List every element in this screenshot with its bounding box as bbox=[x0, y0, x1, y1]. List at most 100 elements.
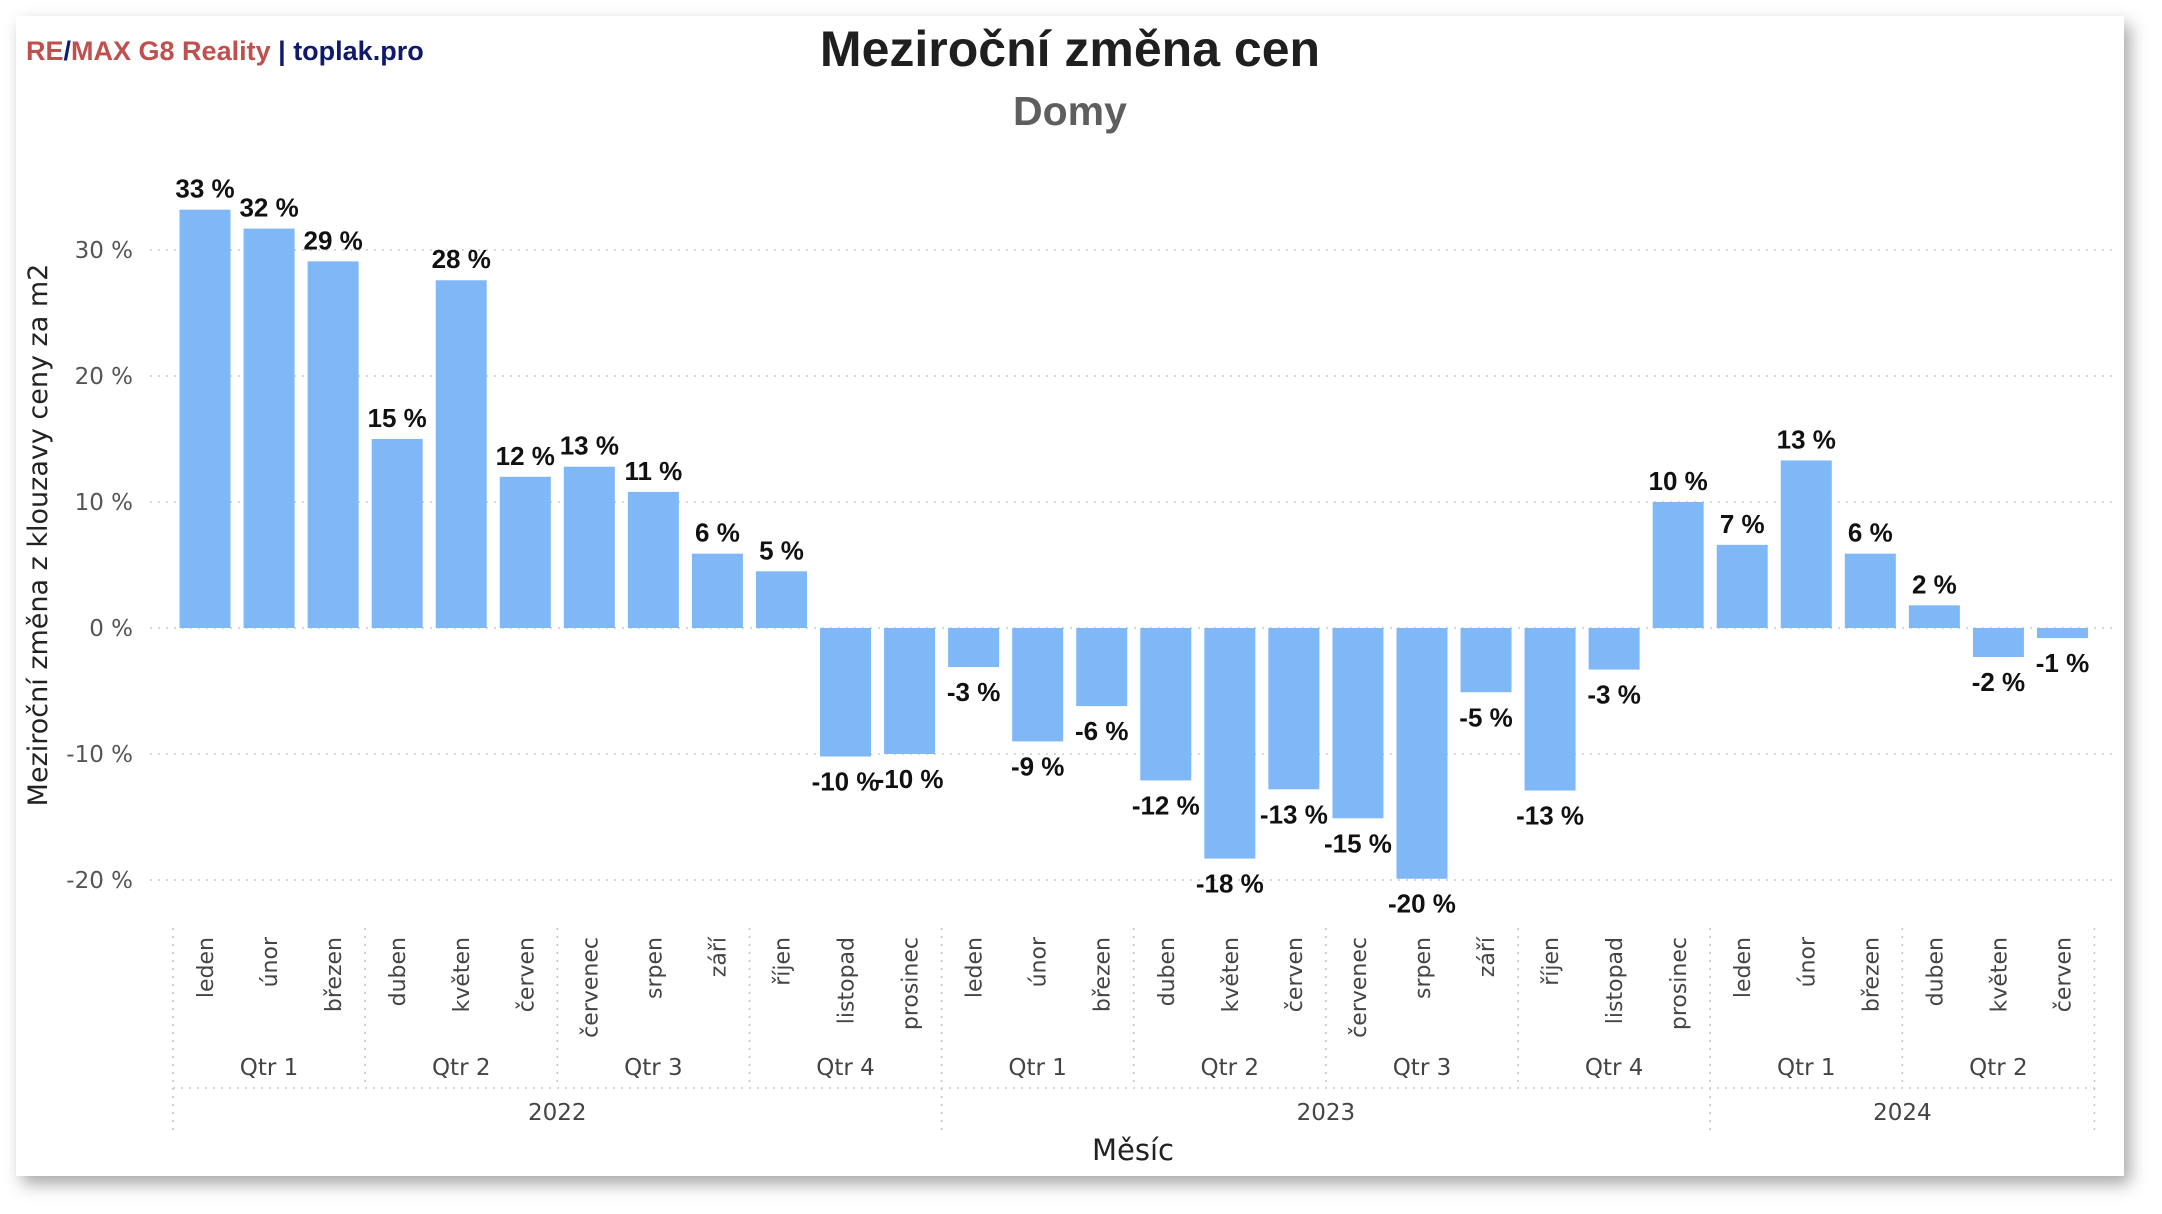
bar bbox=[884, 628, 936, 754]
data-label: -13 % bbox=[1516, 801, 1584, 831]
bar bbox=[1844, 553, 1896, 628]
bar bbox=[820, 628, 872, 757]
chart-subtitle: Domy bbox=[1013, 88, 1127, 134]
y-tick-label: 0 % bbox=[89, 616, 133, 642]
x-tick-label: duben bbox=[1155, 937, 1180, 1006]
bar bbox=[1972, 628, 2024, 657]
data-label: -3 % bbox=[947, 677, 1000, 707]
x-tick-label: listopad bbox=[1603, 937, 1628, 1024]
data-label: -13 % bbox=[1260, 799, 1328, 829]
x-tick-label: září bbox=[1475, 936, 1500, 977]
y-tick-label: -10 % bbox=[66, 742, 133, 768]
data-label: 29 % bbox=[303, 225, 362, 255]
brand-separator: | bbox=[278, 36, 286, 66]
quarter-label: Qtr 3 bbox=[1393, 1055, 1452, 1081]
x-tick-label: prosinec bbox=[899, 937, 924, 1030]
data-label: -2 % bbox=[1972, 667, 2025, 697]
x-tick-label: květen bbox=[450, 937, 475, 1012]
x-tick-label: leden bbox=[194, 937, 219, 998]
bar bbox=[435, 280, 487, 628]
bar bbox=[1780, 460, 1832, 628]
data-label: -1 % bbox=[2036, 648, 2089, 678]
x-tick-label: říjen bbox=[770, 937, 795, 986]
chart-card bbox=[16, 16, 2124, 1176]
x-tick-label: duben bbox=[1923, 937, 1948, 1006]
data-label: -12 % bbox=[1132, 790, 1200, 820]
brand-watermark: RE/MAX G8 Reality | toplak.pro bbox=[26, 36, 424, 67]
data-label: 6 % bbox=[695, 518, 740, 548]
x-tick-label: srpen bbox=[642, 937, 667, 999]
bar bbox=[1332, 628, 1384, 819]
x-tick-label: duben bbox=[386, 937, 411, 1006]
bar bbox=[1588, 628, 1640, 670]
x-tick-label: červen bbox=[514, 937, 539, 1012]
quarter-label: Qtr 2 bbox=[1201, 1055, 1260, 1081]
data-label: -6 % bbox=[1075, 716, 1128, 746]
x-tick-label: leden bbox=[963, 937, 988, 998]
x-tick-label: březen bbox=[322, 937, 347, 1012]
bar bbox=[1396, 628, 1448, 879]
data-label: 13 % bbox=[560, 431, 619, 461]
bar bbox=[2036, 628, 2088, 639]
bar bbox=[499, 476, 551, 628]
x-tick-label: červen bbox=[2051, 937, 2076, 1012]
data-label: 12 % bbox=[496, 441, 555, 471]
y-tick-label: 20 % bbox=[75, 364, 133, 390]
data-label: 10 % bbox=[1649, 466, 1708, 496]
quarter-label: Qtr 2 bbox=[432, 1055, 491, 1081]
x-tick-label: říjen bbox=[1539, 937, 1564, 986]
bar bbox=[563, 466, 615, 628]
brand-slash: / bbox=[63, 36, 72, 66]
data-label: 6 % bbox=[1848, 518, 1893, 548]
quarter-label: Qtr 2 bbox=[1969, 1055, 2028, 1081]
bar bbox=[1908, 605, 1960, 628]
x-tick-label: březen bbox=[1091, 937, 1116, 1012]
bar bbox=[1076, 628, 1128, 707]
quarter-label: Qtr 3 bbox=[624, 1055, 683, 1081]
bar bbox=[371, 439, 423, 628]
bar bbox=[1012, 628, 1064, 742]
data-label: -9 % bbox=[1011, 751, 1064, 781]
brand-re: RE bbox=[26, 36, 64, 66]
x-tick-label: prosinec bbox=[1667, 937, 1692, 1030]
quarter-label: Qtr 1 bbox=[240, 1055, 299, 1081]
bar bbox=[1204, 628, 1256, 859]
bar bbox=[755, 571, 807, 628]
quarter-label: Qtr 4 bbox=[1585, 1055, 1644, 1081]
data-label: -10 % bbox=[876, 764, 944, 794]
data-label: 33 % bbox=[175, 174, 234, 204]
bar bbox=[627, 491, 679, 628]
x-tick-label: květen bbox=[1987, 937, 2012, 1012]
data-label: 7 % bbox=[1720, 509, 1765, 539]
y-tick-label: -20 % bbox=[66, 868, 133, 894]
bar bbox=[179, 209, 231, 628]
x-tick-label: září bbox=[706, 936, 731, 977]
y-tick-label: 30 % bbox=[75, 238, 133, 264]
x-tick-label: únor bbox=[258, 936, 283, 987]
bar bbox=[948, 628, 1000, 668]
x-tick-label: listopad bbox=[835, 937, 860, 1024]
brand-remax: MAX G8 Reality bbox=[71, 36, 271, 66]
x-tick-label: květen bbox=[1219, 937, 1244, 1012]
bar bbox=[1460, 628, 1512, 693]
bar bbox=[1716, 544, 1768, 628]
quarter-label: Qtr 4 bbox=[816, 1055, 875, 1081]
bar bbox=[1268, 628, 1320, 790]
x-tick-label: srpen bbox=[1411, 937, 1436, 999]
data-label: 28 % bbox=[432, 244, 491, 274]
x-tick-label: červenec bbox=[578, 937, 603, 1038]
bar bbox=[1140, 628, 1192, 781]
x-tick-label: červenec bbox=[1347, 937, 1372, 1038]
x-tick-label: leden bbox=[1731, 937, 1756, 998]
data-label: 2 % bbox=[1912, 569, 1957, 599]
y-axis-title: Meziroční změna z klouzavy ceny za m2 bbox=[23, 264, 54, 807]
data-label: 15 % bbox=[368, 403, 427, 433]
x-axis-title: Měsíc bbox=[1092, 1133, 1174, 1167]
data-label: -18 % bbox=[1196, 869, 1264, 899]
bar bbox=[243, 228, 295, 628]
bar bbox=[691, 553, 743, 628]
data-label: 5 % bbox=[759, 535, 804, 565]
y-tick-label: 10 % bbox=[75, 490, 133, 516]
x-tick-label: březen bbox=[1859, 937, 1884, 1012]
